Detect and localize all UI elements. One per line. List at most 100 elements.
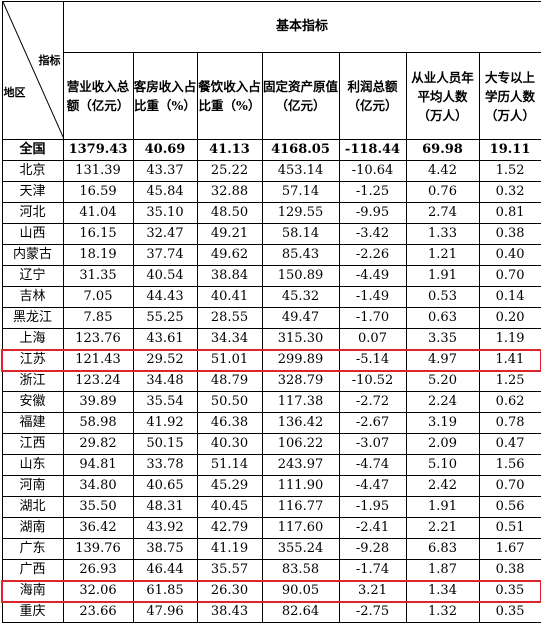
value-cell: -1.49 <box>338 286 407 308</box>
corner-label-region: 地区 <box>3 86 26 99</box>
value-cell: 1379.43 <box>62 139 134 161</box>
value-cell: 4.97 <box>405 348 480 372</box>
value-cell: 1.34 <box>405 579 480 603</box>
value-cell: 123.76 <box>62 328 134 350</box>
value-cell: -2.26 <box>338 244 407 266</box>
region-cell: 内蒙古 <box>1 244 64 266</box>
value-cell: -4.49 <box>338 265 407 287</box>
value-cell: 1.56 <box>478 454 541 476</box>
value-cell: 40.69 <box>132 139 198 161</box>
value-cell: 117.38 <box>261 391 340 413</box>
value-cell: 315.30 <box>261 328 340 350</box>
value-cell: 32.06 <box>62 579 134 603</box>
region-cell: 江西 <box>1 433 64 455</box>
region-cell: 重庆 <box>1 601 64 623</box>
value-cell: 1.52 <box>478 160 541 182</box>
value-cell: 4.42 <box>405 160 480 182</box>
value-cell: 49.47 <box>261 307 340 329</box>
region-cell: 湖北 <box>1 496 64 518</box>
value-cell: -9.28 <box>338 538 407 560</box>
value-cell: 50.15 <box>132 433 198 455</box>
value-cell: 1.41 <box>478 348 541 372</box>
value-cell: 2.21 <box>405 517 480 539</box>
value-cell: 50.50 <box>196 391 263 413</box>
column-header: 营业收入总额（亿元） <box>62 52 134 140</box>
value-cell: 32.88 <box>196 181 263 203</box>
value-cell: 43.92 <box>132 517 198 539</box>
table-row: 天津 16.59 45.84 32.88 57.14 -1.25 0.76 0.32 <box>1 181 541 203</box>
value-cell: 299.89 <box>261 348 340 372</box>
value-cell: 0.76 <box>405 181 480 203</box>
value-cell: 139.76 <box>62 538 134 560</box>
table-body: 全国 1379.43 40.69 41.13 4168.05 -118.44 69.98 19… <box>1 139 541 623</box>
value-cell: 34.80 <box>62 475 134 497</box>
region-cell: 湖南 <box>1 517 64 539</box>
value-cell: 40.54 <box>132 265 198 287</box>
table-header: 指标 地区 基本指标 营业收入总额（亿元） 客房收入占比重（%） 餐饮收入占比重（%… <box>1 1 541 140</box>
value-cell: 3.35 <box>405 328 480 350</box>
value-cell: 1.67 <box>478 538 541 560</box>
value-cell: 35.50 <box>62 496 134 518</box>
value-cell: 1.87 <box>405 559 480 581</box>
value-cell: -4.47 <box>338 475 407 497</box>
region-cell: 全国 <box>1 139 64 161</box>
value-cell: 1.91 <box>405 265 480 287</box>
value-cell: -1.95 <box>338 496 407 518</box>
region-cell: 广西 <box>1 559 64 581</box>
value-cell: -1.25 <box>338 181 407 203</box>
value-cell: -9.95 <box>338 202 407 224</box>
table-row: 浙江 123.24 34.48 48.79 328.79 -10.52 5.20 1.25 <box>1 370 541 392</box>
value-cell: 7.85 <box>62 307 134 329</box>
value-cell: 38.43 <box>196 601 263 623</box>
value-cell: 131.39 <box>62 160 134 182</box>
value-cell: 90.05 <box>261 579 340 603</box>
region-cell: 山东 <box>1 454 64 476</box>
value-cell: 7.05 <box>62 286 134 308</box>
group-title: 基本指标 <box>62 1 541 53</box>
value-cell: 129.55 <box>261 202 340 224</box>
value-cell: 3.21 <box>338 579 407 603</box>
value-cell: 2.74 <box>405 202 480 224</box>
value-cell: 35.57 <box>196 559 263 581</box>
value-cell: 35.10 <box>132 202 198 224</box>
table-row: 吉林 7.05 44.43 40.41 45.32 -1.49 0.53 0.14 <box>1 286 541 308</box>
value-cell: -2.72 <box>338 391 407 413</box>
value-cell: 34.34 <box>196 328 263 350</box>
value-cell: 0.78 <box>478 412 541 434</box>
value-cell: 0.70 <box>478 265 541 287</box>
value-cell: 35.54 <box>132 391 198 413</box>
value-cell: -5.14 <box>338 348 407 372</box>
value-cell: 0.35 <box>478 579 541 603</box>
value-cell: 41.19 <box>196 538 263 560</box>
value-cell: 0.20 <box>478 307 541 329</box>
value-cell: 6.83 <box>405 538 480 560</box>
column-header: 固定资产原值（亿元） <box>261 52 340 140</box>
value-cell: 0.51 <box>478 517 541 539</box>
value-cell: 25.22 <box>196 160 263 182</box>
value-cell: 4168.05 <box>261 139 340 161</box>
value-cell: -118.44 <box>338 139 407 161</box>
value-cell: 45.29 <box>196 475 263 497</box>
value-cell: 0.70 <box>478 475 541 497</box>
value-cell: -4.74 <box>338 454 407 476</box>
table-row: 河北 41.04 35.10 48.50 129.55 -9.95 2.74 0.81 <box>1 202 541 224</box>
value-cell: 48.50 <box>196 202 263 224</box>
value-cell: 453.14 <box>261 160 340 182</box>
value-cell: 0.63 <box>405 307 480 329</box>
value-cell: 1.33 <box>405 223 480 245</box>
region-cell: 北京 <box>1 160 64 182</box>
value-cell: 69.98 <box>405 139 480 161</box>
value-cell: 121.43 <box>62 348 134 372</box>
value-cell: -2.67 <box>338 412 407 434</box>
value-cell: -10.52 <box>338 370 407 392</box>
value-cell: 41.04 <box>62 202 134 224</box>
column-header: 客房收入占比重（%） <box>132 52 198 140</box>
table-row: 河南 34.80 40.65 45.29 111.90 -4.47 2.42 0.70 <box>1 475 541 497</box>
value-cell: 1.25 <box>478 370 541 392</box>
value-cell: 0.38 <box>478 559 541 581</box>
table-row: 北京 131.39 43.37 25.22 453.14 -10.64 4.42 1.52 <box>1 160 541 182</box>
region-cell: 上海 <box>1 328 64 350</box>
value-cell: 49.62 <box>196 244 263 266</box>
table-row: 广西 26.93 46.44 35.57 83.58 -1.74 1.87 0.38 <box>1 559 541 581</box>
region-cell: 河南 <box>1 475 64 497</box>
